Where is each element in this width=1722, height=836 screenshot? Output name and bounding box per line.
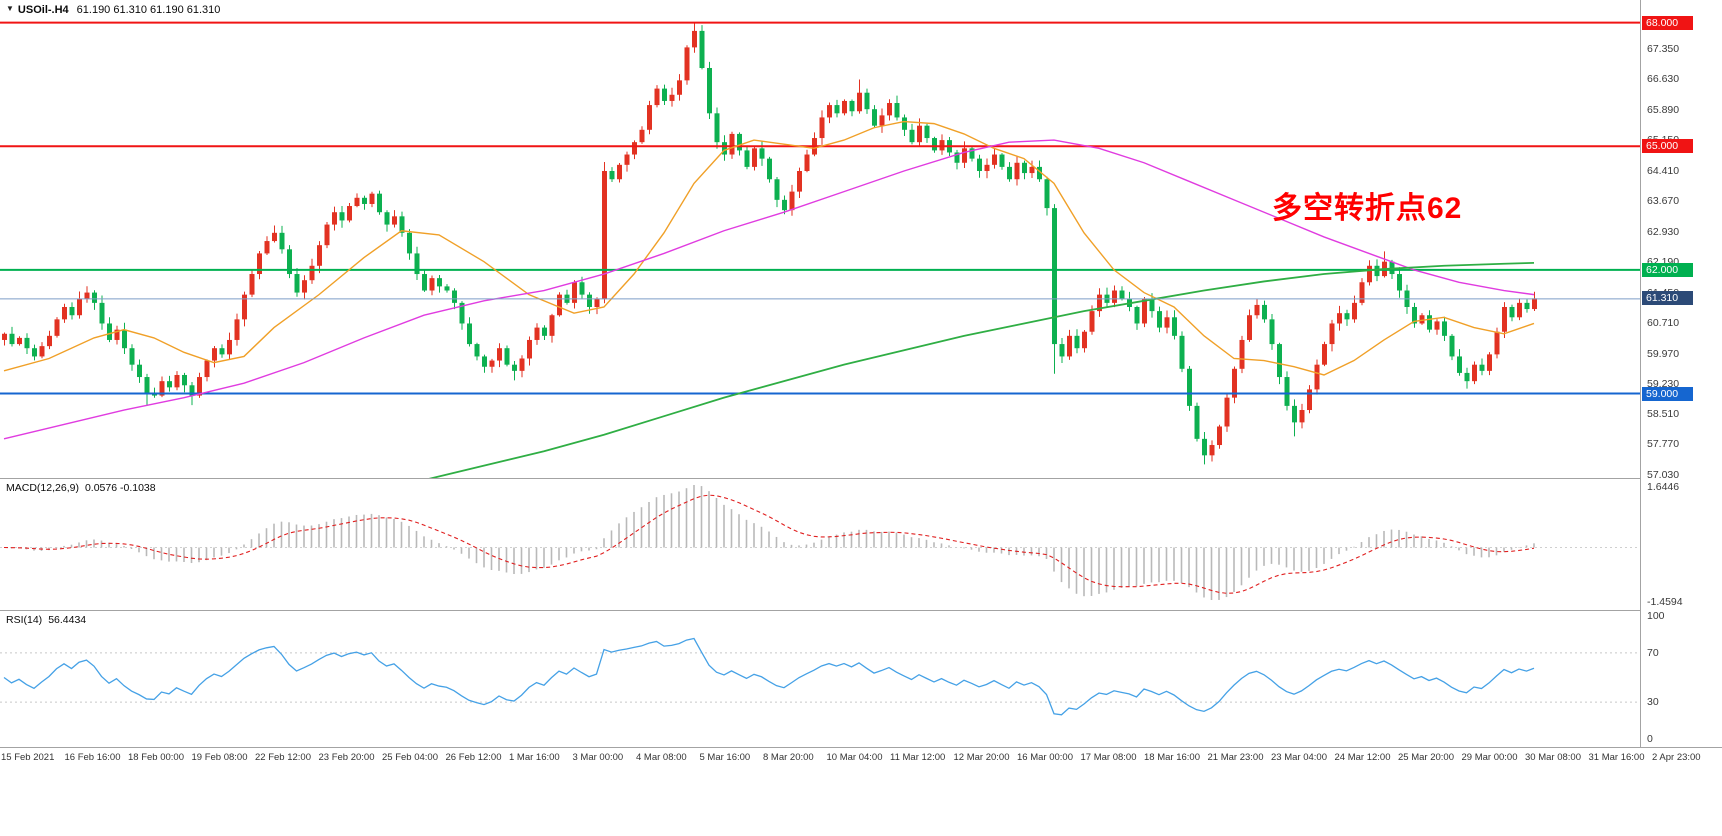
time-axis-label: 16 Feb 16:00 bbox=[64, 752, 121, 763]
time-axis-label: 4 Mar 08:00 bbox=[636, 752, 687, 763]
rsi-axis-label: 70 bbox=[1647, 646, 1659, 659]
price-panel: ▼ USOil-.H4 61.190 61.310 61.190 61.310 多空… bbox=[0, 0, 1640, 478]
time-axis-label: 29 Mar 00:00 bbox=[1461, 752, 1518, 763]
time-axis-label: 17 Mar 08:00 bbox=[1080, 752, 1137, 763]
macd-label: MACD(12,26,9) 0.0576 -0.1038 bbox=[6, 482, 156, 494]
time-axis-label: 26 Feb 12:00 bbox=[445, 752, 502, 763]
time-axis-label: 10 Mar 04:00 bbox=[826, 752, 883, 763]
price-axis-label: 57.770 bbox=[1647, 438, 1680, 451]
price-axis-label: 67.350 bbox=[1647, 43, 1680, 56]
time-axis-label: 25 Feb 04:00 bbox=[382, 752, 438, 763]
rsi-name: RSI(14) bbox=[6, 614, 43, 626]
price-axis-label: 65.890 bbox=[1647, 103, 1680, 116]
time-axis-label: 1 Mar 16:00 bbox=[509, 752, 560, 763]
time-axis-label: 22 Feb 12:00 bbox=[255, 752, 311, 763]
chart-title: ▼ USOil-.H4 61.190 61.310 61.190 61.310 bbox=[6, 4, 220, 16]
time-axis[interactable]: 15 Feb 2021 16 Feb 16:00 18 Feb 00:00 19 Fe… bbox=[0, 747, 1722, 770]
symbol-timeframe-label: USOil-.H4 bbox=[17, 4, 69, 16]
price-line-tag: 59.000 bbox=[1642, 386, 1693, 401]
time-axis-label: 3 Mar 00:00 bbox=[572, 752, 624, 763]
time-axis-label: 2 Apr 23:00 bbox=[1652, 752, 1701, 763]
time-axis-label: 23 Feb 20:00 bbox=[318, 752, 375, 763]
time-axis-label: 19 Feb 08:00 bbox=[191, 752, 248, 763]
time-axis-label: 25 Mar 20:00 bbox=[1398, 752, 1454, 763]
time-axis-label: 8 Mar 20:00 bbox=[763, 752, 814, 763]
panel-separator[interactable] bbox=[0, 478, 1722, 479]
macd-canvas[interactable] bbox=[0, 479, 1640, 610]
price-axis-label: 58.510 bbox=[1647, 407, 1680, 420]
macd-axis-max: 1.6446 bbox=[1647, 481, 1680, 493]
time-axis-label: 18 Feb 00:00 bbox=[128, 752, 184, 763]
macd-name: MACD(12,26,9) bbox=[6, 482, 79, 494]
macd-axis-min: -1.4594 bbox=[1647, 596, 1683, 608]
rsi-panel: RSI(14) 56.4434 bbox=[0, 611, 1640, 746]
price-axis[interactable]: 67.35066.63065.89065.15064.41063.67062.9… bbox=[1640, 0, 1722, 747]
time-axis-label: 15 Feb 2021 bbox=[1, 752, 55, 763]
time-axis-label: 24 Mar 12:00 bbox=[1334, 752, 1391, 763]
rsi-axis-label: 0 bbox=[1647, 733, 1653, 745]
rsi-axis-label: 30 bbox=[1647, 696, 1659, 709]
macd-panel: MACD(12,26,9) 0.0576 -0.1038 bbox=[0, 479, 1640, 610]
price-axis-label: 64.410 bbox=[1647, 164, 1680, 177]
price-axis-label: 59.970 bbox=[1647, 347, 1680, 360]
rsi-label: RSI(14) 56.4434 bbox=[6, 614, 86, 626]
time-axis-label: 11 Mar 12:00 bbox=[890, 752, 946, 763]
price-line-tag: 62.000 bbox=[1642, 262, 1693, 277]
panel-separator[interactable] bbox=[0, 610, 1722, 611]
candlestick-canvas[interactable] bbox=[0, 0, 1640, 478]
time-axis-label: 16 Mar 00:00 bbox=[1017, 752, 1073, 763]
macd-values: 0.0576 -0.1038 bbox=[84, 482, 156, 494]
time-axis-label: 12 Mar 20:00 bbox=[953, 752, 1010, 763]
rsi-canvas[interactable] bbox=[0, 611, 1640, 746]
time-axis-label: 31 Mar 16:00 bbox=[1588, 752, 1645, 763]
current-price-tag: 61.310 bbox=[1642, 291, 1693, 306]
time-axis-label: 18 Mar 16:00 bbox=[1144, 752, 1200, 763]
time-axis-label: 30 Mar 08:00 bbox=[1525, 752, 1581, 763]
price-line-tag: 65.000 bbox=[1642, 139, 1693, 154]
ohlc-values: 61.190 61.310 61.190 61.310 bbox=[76, 4, 221, 16]
time-axis-label: 5 Mar 16:00 bbox=[699, 752, 751, 763]
price-axis-label: 57.030 bbox=[1647, 468, 1680, 481]
time-axis-label: 21 Mar 23:00 bbox=[1207, 752, 1264, 763]
price-axis-label: 62.930 bbox=[1647, 225, 1680, 238]
rsi-value: 56.4434 bbox=[48, 614, 87, 626]
rsi-axis-label: 100 bbox=[1647, 610, 1665, 622]
time-axis-label: 23 Mar 04:00 bbox=[1271, 752, 1327, 763]
price-axis-label: 63.670 bbox=[1647, 195, 1680, 208]
price-axis-label: 66.630 bbox=[1647, 73, 1680, 86]
collapse-arrow-icon[interactable]: ▼ bbox=[6, 4, 14, 13]
price-line-tag: 68.000 bbox=[1642, 15, 1693, 30]
price-axis-label: 60.710 bbox=[1647, 317, 1680, 330]
annotation-text[interactable]: 多空转折点62 bbox=[1272, 192, 1463, 225]
